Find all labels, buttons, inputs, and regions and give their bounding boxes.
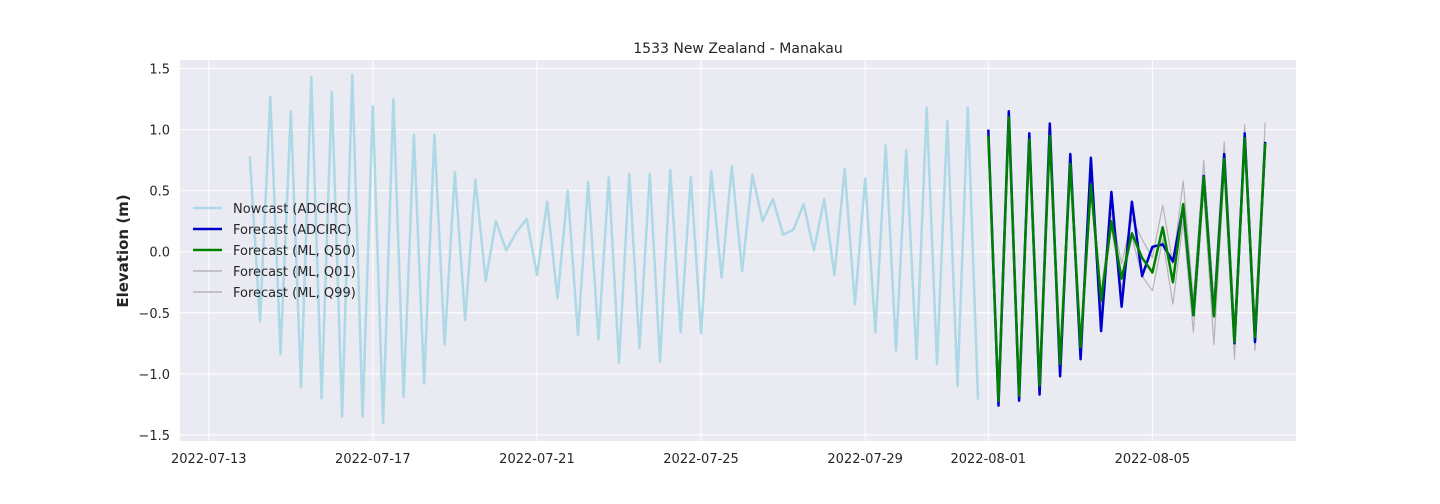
y-axis-label: Elevation (m) bbox=[114, 194, 132, 307]
legend-label: Forecast (ML, Q99) bbox=[233, 286, 356, 301]
series-line-nowcast-adcirc bbox=[248, 73, 980, 424]
legend-label: Forecast (ML, Q50) bbox=[233, 244, 356, 259]
y-tick-label: −1.0 bbox=[138, 368, 170, 383]
y-tick-label: 1.0 bbox=[149, 124, 170, 139]
plot-area bbox=[180, 60, 1296, 441]
legend-label: Forecast (ML, Q01) bbox=[233, 265, 356, 280]
x-tick-label: 2022-07-21 bbox=[499, 452, 575, 467]
series-line-forecast-ml-q50 bbox=[987, 116, 1267, 402]
legend-label: Nowcast (ADCIRC) bbox=[233, 202, 352, 217]
series-layer bbox=[248, 73, 1267, 424]
x-tick-label: 2022-07-29 bbox=[827, 452, 903, 467]
x-tick-label: 2022-07-17 bbox=[335, 452, 411, 467]
y-tick-label: −0.5 bbox=[138, 307, 170, 322]
x-tick-label: 2022-08-05 bbox=[1115, 452, 1191, 467]
x-tick-label: 2022-07-25 bbox=[663, 452, 739, 467]
legend-label: Forecast (ADCIRC) bbox=[233, 223, 352, 238]
y-tick-label: 1.5 bbox=[149, 63, 170, 78]
y-tick-label: 0.5 bbox=[149, 185, 170, 200]
x-tick-label: 2022-08-01 bbox=[950, 452, 1026, 467]
y-tick-label: 0.0 bbox=[149, 246, 170, 261]
x-tick-label: 2022-07-13 bbox=[171, 452, 247, 467]
y-tick-label: −1.5 bbox=[138, 429, 170, 444]
legend: Nowcast (ADCIRC) Forecast (ADCIRC) Forecas… bbox=[193, 202, 356, 301]
chart-title: 1533 New Zealand - Manakau bbox=[633, 41, 842, 57]
tick-labels: 2022-07-13 2022-07-17 2022-07-21 2022-07-25… bbox=[138, 63, 1190, 467]
